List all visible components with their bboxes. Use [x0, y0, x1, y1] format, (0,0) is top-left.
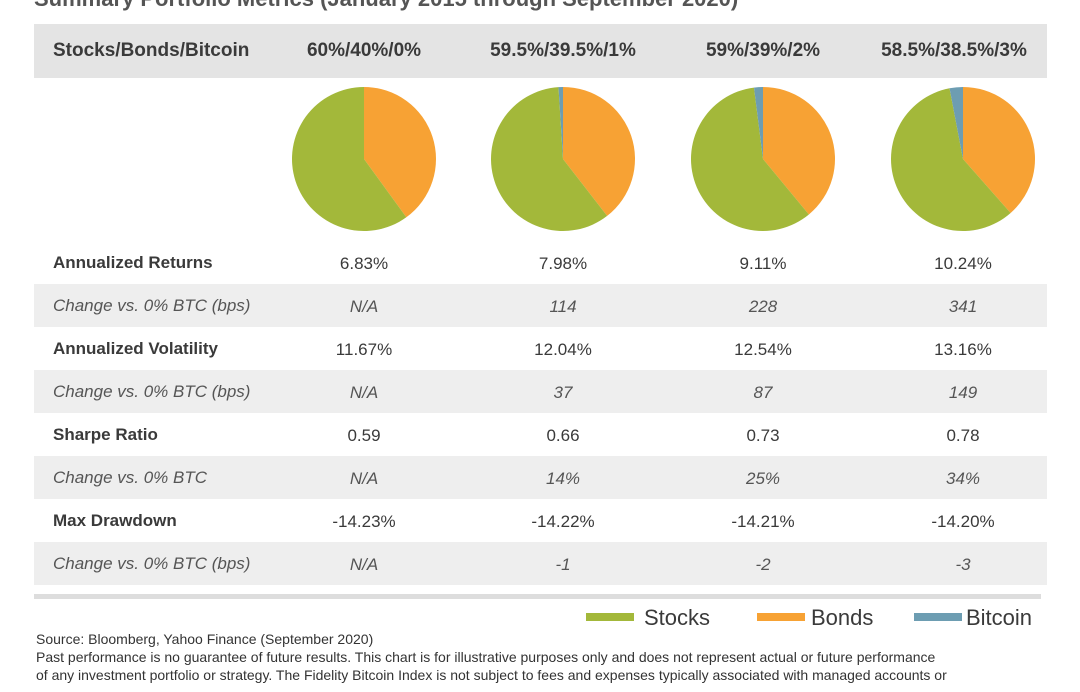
table-row: Annualized Volatility 11.67% 12.04% 12.54% 1…: [34, 327, 1047, 370]
row-label: Change vs. 0% BTC (bps): [53, 296, 251, 315]
table-cell: 341: [948, 297, 978, 316]
table-cell: 11.67%: [335, 340, 393, 359]
table-cell: 10.24%: [934, 254, 992, 273]
pie-slice-bitcoin: [753, 87, 763, 159]
row-label: Max Drawdown: [53, 511, 177, 530]
legend-swatch-bitcoin: [914, 613, 962, 621]
table-bottom-rule: [34, 594, 1041, 599]
footer-notes: Source: Bloomberg, Yahoo Finance (Septem…: [36, 630, 1056, 684]
header-column-1: 60%/40%/0%: [306, 40, 422, 61]
row-label: Annualized Volatility: [53, 339, 218, 358]
pie-slice-stocks: [891, 88, 1011, 232]
table-row: Max Drawdown -14.23% -14.22% -14.21% -14.20%: [34, 499, 1047, 542]
pie-charts: [291, 87, 1035, 232]
table-cell: 9.11%: [739, 254, 787, 273]
table-cell: 0.66: [546, 426, 580, 445]
legend-label-stocks: Stocks: [644, 605, 711, 630]
table-cell: 13.16%: [934, 340, 992, 359]
row-label: Change vs. 0% BTC (bps): [53, 554, 251, 573]
table-cell: N/A: [349, 469, 379, 488]
table-cell: 228: [748, 297, 778, 316]
disclaimer-line-2: of any investment portfolio or strategy.…: [36, 667, 947, 683]
pie-slice-bonds: [963, 87, 1035, 214]
table-cell: 87: [753, 383, 773, 402]
table-row: Annualized Returns 6.83% 7.98% 9.11% 10.24%: [34, 241, 1047, 284]
pie-slice-bonds: [763, 87, 836, 215]
disclaimer-line-1: Past performance is no guarantee of futu…: [36, 649, 936, 665]
row-label: Change vs. 0% BTC (bps): [53, 382, 251, 401]
table-cell: 37: [553, 383, 573, 402]
table-row: Change vs. 0% BTC (bps) N/A 114 228 341: [34, 284, 1047, 327]
table-cell: -14.20%: [931, 512, 995, 531]
table-cell: N/A: [349, 555, 379, 574]
table-cell: 114: [549, 297, 577, 316]
table-cell: 0.73: [746, 426, 780, 445]
row-label: Sharpe Ratio: [53, 425, 158, 444]
table-cell: -3: [955, 555, 971, 574]
pie-slice-stocks: [491, 87, 608, 231]
table-cell: 0.59: [347, 426, 381, 445]
table-cell: 34%: [945, 469, 981, 488]
table-cell: 14%: [545, 469, 581, 488]
chart-title: Summary Portfolio Metrics (January 2015 …: [34, 0, 738, 12]
table-cell: 149: [948, 383, 978, 402]
pie-slice-bonds: [563, 87, 636, 216]
header-column-2: 59.5%/39.5%/1%: [490, 40, 636, 61]
table-cell: 7.98%: [538, 254, 588, 273]
source-note: Source: Bloomberg, Yahoo Finance (Septem…: [36, 631, 374, 647]
legend-label-bitcoin: Bitcoin: [966, 605, 1033, 630]
table-cell: 0.78: [946, 426, 980, 445]
table-cell: -14.21%: [731, 512, 795, 531]
table-cell: 12.04%: [534, 340, 592, 359]
table-row: Change vs. 0% BTC N/A 14% 25% 34%: [34, 456, 1047, 499]
table-cell: -1: [555, 555, 571, 574]
pie-slice-bitcoin: [949, 87, 963, 159]
legend-label-bonds: Bonds: [811, 605, 874, 630]
header-column-4: 58.5%/38.5%/3%: [881, 40, 1027, 61]
legend-swatch-stocks: [586, 613, 634, 621]
pie-slice-stocks: [691, 87, 809, 232]
pie-slice-bonds: [364, 87, 436, 218]
pie-slice-bitcoin: [558, 87, 563, 159]
table-row: Sharpe Ratio 0.59 0.66 0.73 0.78: [34, 413, 1047, 456]
table-row: Change vs. 0% BTC (bps) N/A 37 87 149: [34, 370, 1047, 413]
header-column-3: 59%/39%/2%: [705, 40, 821, 61]
legend-swatch-bonds: [757, 613, 805, 621]
table-cell: -2: [755, 555, 771, 574]
table-cell: -14.23%: [332, 512, 396, 531]
pie-slice-stocks: [291, 87, 407, 231]
header-label: Stocks/Bonds/Bitcoin: [53, 40, 250, 61]
row-label: Annualized Returns: [53, 253, 213, 272]
table-cell: 25%: [745, 469, 781, 488]
row-label: Change vs. 0% BTC: [53, 468, 208, 487]
table-cell: N/A: [349, 383, 379, 402]
table-cell: 12.54%: [734, 340, 792, 359]
table-cell: N/A: [349, 297, 379, 316]
table-cell: 6.83%: [339, 254, 389, 273]
table-row: Change vs. 0% BTC (bps) N/A -1 -2 -3: [34, 542, 1047, 585]
table-cell: -14.22%: [531, 512, 595, 531]
table-header: Stocks/Bonds/Bitcoin 60%/40%/0% 59.5%/39…: [34, 24, 1047, 78]
